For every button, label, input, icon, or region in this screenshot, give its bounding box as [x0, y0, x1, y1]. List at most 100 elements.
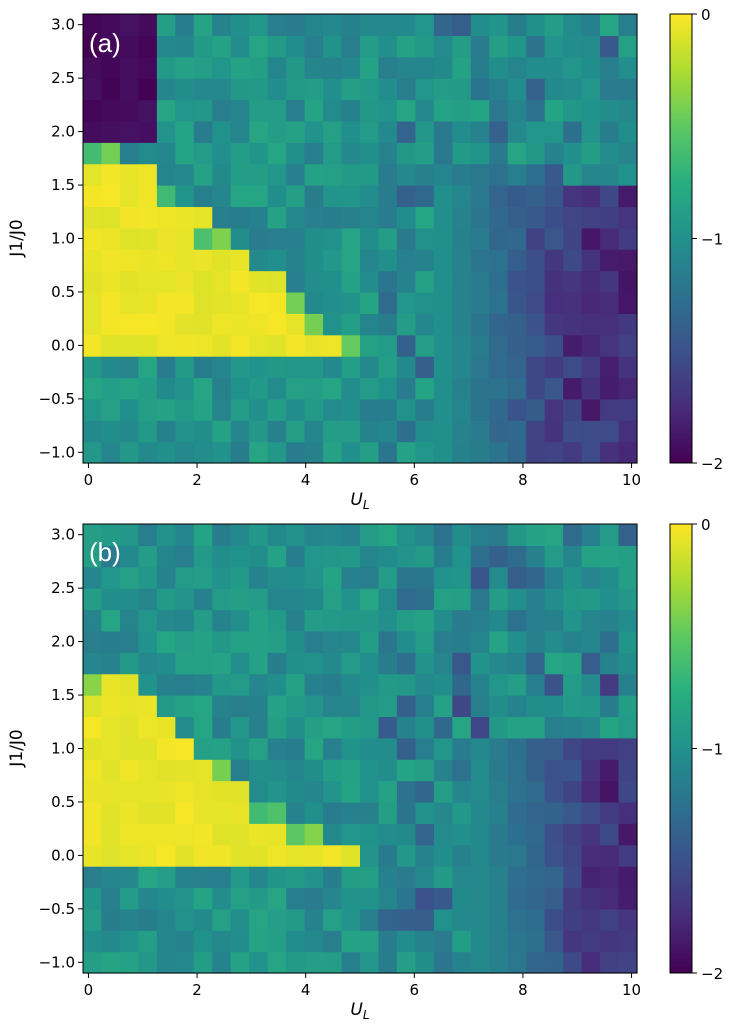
heatmap-cell	[304, 588, 324, 611]
heatmap-cell	[119, 249, 139, 272]
heatmap-cell	[138, 14, 158, 36]
heatmap-cell	[433, 249, 453, 272]
heatmap-cell	[249, 737, 269, 760]
heatmap-cell	[341, 930, 361, 953]
heatmap-cell	[101, 524, 121, 546]
heatmap-cell	[156, 14, 176, 36]
heatmap-cell	[489, 377, 509, 400]
heatmap-cell	[581, 270, 601, 293]
heatmap-cell	[138, 441, 158, 464]
heatmap-cell	[360, 120, 380, 143]
heatmap-cell	[267, 695, 287, 718]
heatmap-cell	[600, 887, 620, 910]
heatmap-cell	[544, 930, 564, 953]
heatmap-cell	[341, 951, 361, 974]
heatmap-cell	[193, 951, 213, 974]
heatmap-cell	[212, 441, 232, 464]
heatmap-cell	[489, 866, 509, 889]
heatmap-cell	[138, 545, 158, 568]
heatmap-cell	[544, 356, 564, 379]
heatmap-cell	[138, 652, 158, 675]
heatmap-cell	[83, 227, 103, 250]
heatmap-cell	[323, 227, 343, 250]
heatmap-cell	[323, 441, 343, 464]
heatmap-cell	[489, 566, 509, 589]
panel-b-ylabel: J1/J0	[7, 729, 27, 767]
heatmap-cell	[618, 441, 638, 464]
heatmap-cell	[286, 652, 306, 675]
heatmap-cell	[433, 545, 453, 568]
heatmap-cell	[544, 609, 564, 632]
heatmap-cell	[212, 716, 232, 739]
heatmap-cell	[249, 823, 269, 846]
heatmap-cell	[452, 356, 472, 379]
heatmap-cell	[489, 142, 509, 165]
heatmap-cell	[452, 163, 472, 186]
heatmap-cell	[433, 441, 453, 464]
heatmap-cell	[323, 844, 343, 867]
heatmap-cell	[230, 673, 250, 696]
heatmap-cell	[433, 356, 453, 379]
heatmap-cell	[378, 120, 398, 143]
heatmap-cell	[360, 291, 380, 314]
heatmap-cell	[433, 206, 453, 229]
heatmap-cell	[618, 313, 638, 336]
heatmap-cell	[360, 185, 380, 208]
heatmap-cell	[600, 420, 620, 443]
heatmap-cell	[138, 334, 158, 357]
heatmap-cell	[193, 652, 213, 675]
heatmap-cell	[396, 930, 416, 953]
heatmap-cell	[267, 206, 287, 229]
heatmap-cell	[83, 120, 103, 143]
heatmap-cell	[341, 695, 361, 718]
heatmap-cell	[618, 56, 638, 79]
heatmap-cell	[563, 951, 583, 974]
heatmap-cell	[378, 163, 398, 186]
heatmap-cell	[193, 14, 213, 36]
heatmap-cell	[230, 951, 250, 974]
heatmap-cell	[323, 185, 343, 208]
heatmap-cell	[230, 566, 250, 589]
heatmap-cell	[378, 566, 398, 589]
heatmap-cell	[378, 780, 398, 803]
y-tick-label: −1.0	[39, 443, 75, 461]
heatmap-cell	[101, 866, 121, 889]
heatmap-cell	[600, 334, 620, 357]
heatmap-cell	[581, 887, 601, 910]
heatmap-cell	[415, 630, 435, 653]
heatmap-cell	[563, 35, 583, 58]
heatmap-cell	[212, 630, 232, 653]
heatmap-cell	[138, 120, 158, 143]
heatmap-cell	[230, 56, 250, 79]
heatmap-cell	[526, 99, 546, 122]
heatmap-cell	[415, 908, 435, 931]
heatmap-cell	[304, 441, 324, 464]
heatmap-cell	[360, 78, 380, 101]
heatmap-cell	[452, 866, 472, 889]
heatmap-cell	[396, 588, 416, 611]
heatmap-cell	[470, 524, 490, 546]
heatmap-cell	[415, 737, 435, 760]
heatmap-cell	[267, 398, 287, 421]
heatmap-cell	[378, 334, 398, 357]
heatmap-cell	[212, 78, 232, 101]
heatmap-cell	[415, 844, 435, 867]
heatmap-cell	[230, 524, 250, 546]
heatmap-cell	[470, 270, 490, 293]
heatmap-cell	[341, 398, 361, 421]
heatmap-cell	[230, 801, 250, 824]
heatmap-cell	[360, 609, 380, 632]
heatmap-cell	[563, 524, 583, 546]
heatmap-cell	[526, 801, 546, 824]
heatmap-cell	[119, 142, 139, 165]
heatmap-cell	[563, 377, 583, 400]
heatmap-cell	[360, 588, 380, 611]
heatmap-cell	[600, 163, 620, 186]
heatmap-cell	[452, 673, 472, 696]
heatmap-cell	[415, 420, 435, 443]
heatmap-cell	[267, 142, 287, 165]
heatmap-cell	[230, 930, 250, 953]
heatmap-cell	[323, 588, 343, 611]
heatmap-cell	[341, 14, 361, 36]
heatmap-cell	[396, 206, 416, 229]
